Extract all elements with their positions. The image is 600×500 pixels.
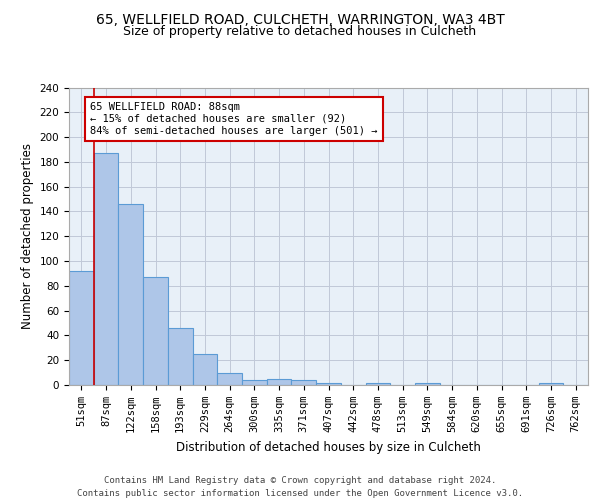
Text: Size of property relative to detached houses in Culcheth: Size of property relative to detached ho… [124, 25, 476, 38]
Y-axis label: Number of detached properties: Number of detached properties [21, 143, 34, 329]
Bar [69, 271, 94, 385]
Bar [242, 380, 267, 385]
Bar [118, 204, 143, 385]
Bar [168, 328, 193, 385]
Bar [365, 382, 390, 385]
Bar [415, 382, 440, 385]
Bar [292, 380, 316, 385]
Text: Contains HM Land Registry data © Crown copyright and database right 2024.
Contai: Contains HM Land Registry data © Crown c… [77, 476, 523, 498]
Bar [193, 354, 217, 385]
Bar [94, 153, 118, 385]
Bar [217, 372, 242, 385]
Bar [539, 382, 563, 385]
X-axis label: Distribution of detached houses by size in Culcheth: Distribution of detached houses by size … [176, 440, 481, 454]
Bar [316, 382, 341, 385]
Text: 65 WELLFIELD ROAD: 88sqm
← 15% of detached houses are smaller (92)
84% of semi-d: 65 WELLFIELD ROAD: 88sqm ← 15% of detach… [90, 102, 377, 136]
Bar [143, 277, 168, 385]
Bar [267, 379, 292, 385]
Text: 65, WELLFIELD ROAD, CULCHETH, WARRINGTON, WA3 4BT: 65, WELLFIELD ROAD, CULCHETH, WARRINGTON… [95, 12, 505, 26]
